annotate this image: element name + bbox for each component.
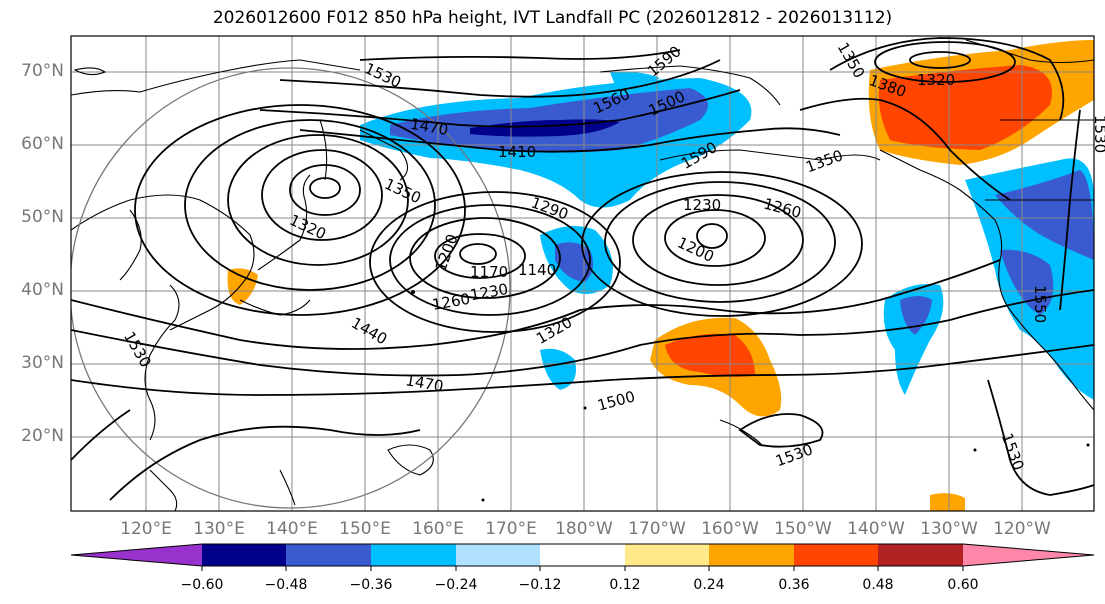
colorbar-over-arrow [963, 544, 1094, 566]
lon-label: 130°W [920, 519, 978, 539]
ivt-positive-japan [227, 268, 258, 305]
lon-label: 130°E [193, 519, 245, 539]
ivt-positive-north-east-core [878, 65, 1052, 150]
colorbar-tick-label: 0.36 [778, 577, 810, 593]
colorbar-segment [202, 544, 286, 566]
ivt-positive-alaska [610, 71, 660, 86]
coastlines [71, 39, 1094, 511]
lon-label: 160°E [412, 519, 464, 539]
lat-label: 70°N [21, 61, 64, 81]
lat-label: 60°N [21, 134, 64, 154]
lon-label: 140°W [847, 519, 905, 539]
lon-label: 120°W [993, 519, 1051, 539]
colorbar-tick-label: −0.24 [434, 577, 478, 593]
colorbar-tick-label: 0.24 [693, 577, 725, 593]
map-title: 2026012600 F012 850 hPa height, IVT Land… [212, 8, 893, 28]
contour-label: 1410 [498, 143, 536, 161]
colorbar-segment [371, 544, 456, 566]
lon-label: 120°E [120, 519, 172, 539]
colorbar [70, 543, 1095, 571]
contour-label: 1320 [917, 71, 955, 89]
contour-label: 1530 [1091, 115, 1105, 153]
colorbar-segment [625, 544, 709, 566]
lon-label: 140°E [266, 519, 318, 539]
ivt-negative-coast-core [995, 170, 1094, 260]
ivt-shading [227, 40, 1094, 511]
colorbar-tick-label: −0.12 [518, 577, 562, 593]
ivt-positive-south [930, 493, 965, 511]
colorbar-segment [540, 544, 625, 566]
map-border [70, 35, 1095, 512]
colorbar-segment [456, 544, 540, 566]
colorbar-tick-label: −0.48 [264, 577, 308, 593]
contour-label: 1140 [518, 261, 556, 279]
lon-label: 170°E [485, 519, 537, 539]
colorbar-segment [794, 544, 878, 566]
colorbar-tick-label: 0.60 [947, 577, 979, 593]
lat-label: 20°N [21, 426, 64, 446]
colorbar-tick-label: −0.36 [349, 577, 393, 593]
contour-label: 1170 [470, 263, 508, 281]
colorbar-under-arrow [71, 544, 202, 566]
lat-label: 40°N [21, 280, 64, 300]
islands [411, 290, 1090, 502]
lat-label: 30°N [21, 353, 64, 373]
graticule [71, 36, 1094, 511]
colorbar-segment [878, 544, 963, 566]
ivt-positive-central-core [665, 333, 755, 377]
colorbar-tick-label: −0.60 [180, 577, 224, 593]
lon-label: 150°W [774, 519, 832, 539]
lon-label: 170°W [628, 519, 686, 539]
colorbar-tick-label: 0.12 [609, 577, 641, 593]
lon-label: 160°W [701, 519, 759, 539]
lat-label: 50°N [21, 207, 64, 227]
colorbar-tick-label: 0.48 [862, 577, 894, 593]
ivt-negative-east-core [900, 296, 932, 335]
height-contours [71, 37, 1094, 501]
ivt-negative-small [540, 348, 576, 390]
projection-circle [71, 67, 511, 509]
lon-label: 180°W [555, 519, 613, 539]
contour-label: 1550 [1031, 285, 1049, 323]
contour-label: 1230 [683, 196, 721, 214]
lon-label: 150°E [339, 519, 391, 539]
colorbar-segment [709, 544, 794, 566]
colorbar-segment [286, 544, 371, 566]
